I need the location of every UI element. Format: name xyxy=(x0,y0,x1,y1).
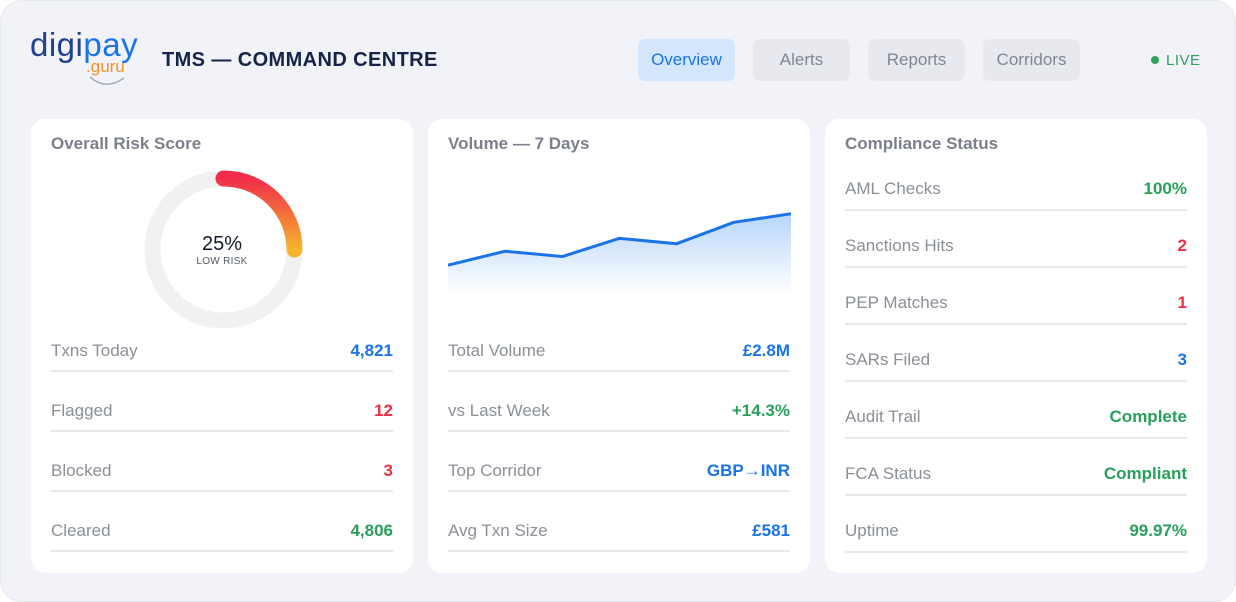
metric-row-sars-filed: SARs Filed 3 xyxy=(845,350,1187,382)
metric-value: 2 xyxy=(1177,236,1187,255)
metric-row-blocked: Blocked 3 xyxy=(51,461,393,492)
metric-value: 12 xyxy=(374,401,393,420)
metric-label: Avg Txn Size xyxy=(448,521,548,540)
metric-value: 100% xyxy=(1143,179,1187,198)
tab-alerts[interactable]: Alerts xyxy=(753,39,850,81)
logo-text-guru: guru xyxy=(90,57,125,76)
metric-row-fca-status: FCA Status Compliant xyxy=(845,464,1187,496)
metric-label: vs Last Week xyxy=(448,401,550,420)
volume-card: Volume — 7 Days Total Volume £2.8M vs La… xyxy=(428,119,810,573)
metric-label: AML Checks xyxy=(845,179,941,198)
metric-label: PEP Matches xyxy=(845,293,948,312)
metric-row-uptime: Uptime 99.97% xyxy=(845,521,1187,553)
metric-label: Top Corridor xyxy=(448,461,542,480)
live-dot-icon xyxy=(1151,56,1159,64)
metric-label: Flagged xyxy=(51,401,113,420)
logo-text-pay: pay xyxy=(83,26,139,63)
risk-score-card: Overall Risk Score 25% LOW RISK Txns Tod… xyxy=(31,119,413,573)
metric-value: 4,821 xyxy=(350,341,393,360)
metric-row-pep-matches: PEP Matches 1 xyxy=(845,293,1187,325)
metric-value: 1 xyxy=(1177,293,1187,312)
metric-label: Total Volume xyxy=(448,341,546,360)
tab-overview[interactable]: Overview xyxy=(638,39,735,81)
metric-value: +14.3% xyxy=(731,401,790,420)
logo-subtext: .guru xyxy=(86,58,125,76)
live-status-label: LIVE xyxy=(1166,51,1201,69)
metric-label: Uptime xyxy=(845,521,899,540)
logo-dot: . xyxy=(86,57,91,76)
volume-area-chart xyxy=(448,212,791,294)
volume-series-line xyxy=(448,212,791,267)
metric-value: £581 xyxy=(752,521,790,540)
risk-level-label: LOW RISK xyxy=(196,256,248,267)
logo-wordmark: digipay xyxy=(30,27,138,63)
metric-value: Compliant xyxy=(1103,464,1187,483)
metric-value: 4,806 xyxy=(350,521,393,540)
metric-row-cleared: Cleared 4,806 xyxy=(51,521,393,552)
logo-text-digi: digi xyxy=(30,26,84,63)
metric-value: 3 xyxy=(383,461,393,480)
metric-label: Audit Trail xyxy=(845,407,921,426)
compliance-card-title: Compliance Status xyxy=(845,134,999,153)
metric-row-audit-trail: Audit Trail Complete xyxy=(845,407,1187,439)
risk-score-value: 25% xyxy=(201,233,243,255)
metric-row-txns-today: Txns Today 4,821 xyxy=(51,341,393,372)
metric-row-sanctions-hits: Sanctions Hits 2 xyxy=(845,236,1187,268)
tab-corridors[interactable]: Corridors xyxy=(983,39,1080,81)
metric-row-aml-checks: AML Checks 100% xyxy=(845,179,1187,211)
tab-reports[interactable]: Reports xyxy=(868,39,965,81)
metric-label: SARs Filed xyxy=(845,350,931,369)
metric-row-vs-last-week: vs Last Week +14.3% xyxy=(448,401,790,432)
metric-label: Txns Today xyxy=(51,341,138,360)
metric-value: Complete xyxy=(1109,407,1187,426)
metric-label: Blocked xyxy=(51,461,112,480)
metric-value: GBP→INR xyxy=(706,461,790,480)
compliance-card: Compliance Status AML Checks 100% Sancti… xyxy=(825,119,1207,573)
metric-value: 3 xyxy=(1177,350,1187,369)
metric-row-flagged: Flagged 12 xyxy=(51,401,393,432)
gauge-fill-arc xyxy=(215,170,303,258)
metric-row-top-corridor: Top Corridor GBP→INR xyxy=(448,461,790,492)
metric-row-total-volume: Total Volume £2.8M xyxy=(448,341,790,372)
metric-value: 99.97% xyxy=(1129,521,1187,540)
metric-label: Sanctions Hits xyxy=(845,236,954,255)
metric-value: £2.8M xyxy=(742,341,790,360)
metric-label: FCA Status xyxy=(845,464,931,483)
metric-label: Cleared xyxy=(51,521,111,540)
volume-card-title: Volume — 7 Days xyxy=(448,134,590,153)
risk-gauge xyxy=(144,170,303,329)
logo-swoosh-icon xyxy=(89,76,125,85)
digipay-guru-logo[interactable]: digipay .guru xyxy=(30,27,150,89)
page-title: TMS — COMMAND CENTRE xyxy=(162,49,438,71)
risk-card-title: Overall Risk Score xyxy=(51,134,202,153)
live-status: LIVE xyxy=(1151,50,1201,70)
metric-row-avg-txn-size: Avg Txn Size £581 xyxy=(448,521,790,552)
